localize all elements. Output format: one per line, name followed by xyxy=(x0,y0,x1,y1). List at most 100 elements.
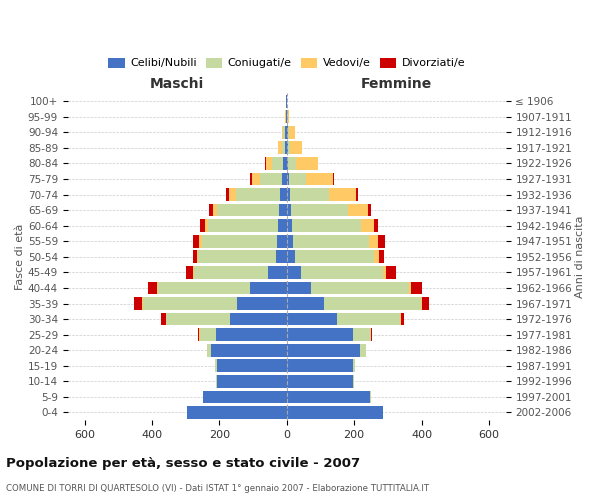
Bar xyxy=(142,297,143,310)
Bar xyxy=(356,188,358,201)
Bar xyxy=(379,250,385,263)
Bar xyxy=(161,312,166,326)
Bar xyxy=(287,126,288,138)
Legend: Celibi/Nubili, Coniugati/e, Vedovi/e, Divorziati/e: Celibi/Nubili, Coniugati/e, Vedovi/e, Di… xyxy=(103,53,470,73)
Bar xyxy=(266,157,272,170)
Bar xyxy=(287,235,293,248)
Bar xyxy=(289,126,295,138)
Bar xyxy=(283,157,287,170)
Bar xyxy=(349,204,368,216)
Bar xyxy=(226,188,229,201)
Bar xyxy=(311,282,409,294)
Bar xyxy=(285,142,287,154)
Bar xyxy=(289,157,296,170)
Bar xyxy=(213,204,217,216)
Bar xyxy=(287,375,353,388)
Bar xyxy=(287,297,325,310)
Bar xyxy=(411,282,422,294)
Bar xyxy=(203,390,287,404)
Text: Popolazione per età, sesso e stato civile - 2007: Popolazione per età, sesso e stato civil… xyxy=(6,458,360,470)
Bar xyxy=(287,266,301,279)
Bar xyxy=(386,266,395,279)
Bar xyxy=(230,312,287,326)
Bar xyxy=(197,250,199,263)
Bar xyxy=(193,266,194,279)
Bar xyxy=(293,235,369,248)
Bar xyxy=(208,220,278,232)
Bar xyxy=(148,282,157,294)
Bar xyxy=(290,142,302,154)
Bar xyxy=(287,312,337,326)
Bar xyxy=(253,172,260,186)
Bar xyxy=(318,157,319,170)
Text: Maschi: Maschi xyxy=(150,77,205,91)
Bar xyxy=(281,172,287,186)
Bar xyxy=(268,266,287,279)
Bar xyxy=(265,157,266,170)
Bar xyxy=(211,344,287,356)
Bar xyxy=(301,266,383,279)
Bar xyxy=(379,235,385,248)
Bar xyxy=(166,312,230,326)
Bar xyxy=(236,188,280,201)
Bar xyxy=(325,297,421,310)
Bar xyxy=(287,172,289,186)
Bar xyxy=(295,250,374,263)
Bar xyxy=(207,344,211,356)
Bar xyxy=(217,375,287,388)
Text: Femmine: Femmine xyxy=(361,77,432,91)
Bar xyxy=(287,142,288,154)
Bar xyxy=(421,297,422,310)
Bar xyxy=(383,266,386,279)
Bar xyxy=(200,220,205,232)
Bar xyxy=(288,126,289,138)
Bar xyxy=(287,360,353,372)
Bar xyxy=(287,188,290,201)
Bar xyxy=(194,266,268,279)
Bar xyxy=(353,360,355,372)
Bar xyxy=(272,157,283,170)
Bar xyxy=(353,375,354,388)
Bar xyxy=(209,204,213,216)
Bar xyxy=(287,390,370,404)
Bar xyxy=(353,328,371,341)
Bar xyxy=(337,312,400,326)
Bar xyxy=(296,157,318,170)
Bar xyxy=(422,297,429,310)
Bar xyxy=(332,172,334,186)
Bar xyxy=(287,406,383,419)
Text: COMUNE DI TORRI DI QUARTESOLO (VI) - Dati ISTAT 1° gennaio 2007 - Elaborazione T: COMUNE DI TORRI DI QUARTESOLO (VI) - Dat… xyxy=(6,484,429,493)
Bar xyxy=(158,282,250,294)
Bar xyxy=(287,110,289,123)
Bar xyxy=(289,172,305,186)
Bar xyxy=(409,282,411,294)
Bar xyxy=(217,204,280,216)
Bar xyxy=(400,312,401,326)
Bar xyxy=(280,188,287,201)
Bar xyxy=(276,250,287,263)
Bar xyxy=(205,220,208,232)
Bar xyxy=(287,282,311,294)
Bar xyxy=(216,375,217,388)
Bar xyxy=(292,220,361,232)
Bar xyxy=(282,126,283,138)
Bar xyxy=(217,360,287,372)
Y-axis label: Anni di nascita: Anni di nascita xyxy=(575,216,585,298)
Bar xyxy=(215,360,217,372)
Bar xyxy=(286,126,287,138)
Bar xyxy=(134,297,142,310)
Bar xyxy=(401,312,404,326)
Bar xyxy=(288,142,290,154)
Bar xyxy=(369,235,379,248)
Bar xyxy=(193,235,199,248)
Bar xyxy=(237,297,287,310)
Bar xyxy=(287,157,289,170)
Bar xyxy=(287,204,291,216)
Bar xyxy=(193,250,197,263)
Y-axis label: Fasce di età: Fasce di età xyxy=(15,224,25,290)
Bar xyxy=(368,204,371,216)
Bar xyxy=(200,328,216,341)
Bar xyxy=(187,406,287,419)
Bar xyxy=(250,172,253,186)
Bar xyxy=(278,220,287,232)
